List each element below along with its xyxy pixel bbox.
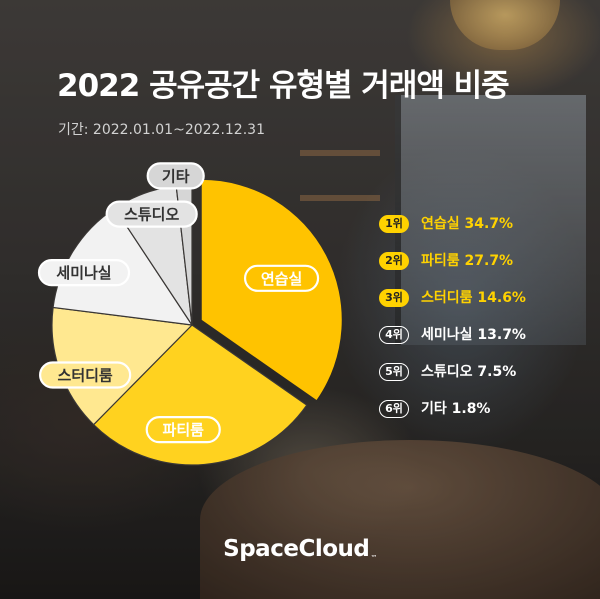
legend-rank-badge: 5위 xyxy=(379,363,409,381)
legend-text: 세미나실 13.7% xyxy=(421,327,526,343)
slice-label-pill xyxy=(37,259,131,287)
slice-label-5: 스튜디오 xyxy=(105,200,198,228)
slice-label-text: 스터디룸 xyxy=(58,367,113,385)
slice-label-text: 기타 xyxy=(162,167,190,185)
legend-rank-badge: 6위 xyxy=(379,400,409,418)
legend-text: 파티룸 27.7% xyxy=(421,253,514,269)
slice-label-pill xyxy=(39,361,132,389)
brand-trademark: ™ xyxy=(370,554,377,562)
legend-text: 스튜디오 7.5% xyxy=(421,364,517,380)
slice-label-pill xyxy=(105,200,198,228)
slice-label-pill xyxy=(243,264,320,292)
legend-rank-badge: 2위 xyxy=(379,252,409,270)
legend-text: 기타 1.8% xyxy=(421,401,491,417)
brand-logo: SpaceCloud™ xyxy=(0,536,600,562)
slice-label-text: 연습실 xyxy=(261,270,302,288)
shelf xyxy=(300,195,380,201)
table xyxy=(200,440,600,599)
chart-title: 2022 공유공간 유형별 거래액 비중 xyxy=(57,68,510,104)
slice-label-4: 세미나실 xyxy=(37,259,131,287)
legend-rank-badge: 1위 xyxy=(379,215,409,233)
slice-label-6: 기타 xyxy=(146,162,205,190)
legend-text: 연습실 34.7% xyxy=(421,216,514,232)
slice-label-1: 연습실 xyxy=(243,264,320,292)
slice-label-pill xyxy=(146,162,205,190)
slice-label-text: 세미나실 xyxy=(56,264,111,282)
slice-label-2: 파티룸 xyxy=(145,416,221,444)
brand-name: SpaceCloud xyxy=(223,536,370,562)
legend-text: 스터디룸 14.6% xyxy=(421,290,526,306)
slice-label-text: 파티룸 xyxy=(163,421,205,439)
legend-rank-badge: 3위 xyxy=(379,289,409,307)
legend-rank-badge: 4위 xyxy=(379,326,409,344)
window xyxy=(395,95,586,345)
slice-label-pill xyxy=(145,416,221,444)
slice-label-3: 스터디룸 xyxy=(39,361,132,389)
chart-period: 기간: 2022.01.01~2022.12.31 xyxy=(58,122,265,138)
shelf xyxy=(300,150,380,156)
slice-label-text: 스튜디오 xyxy=(124,206,179,224)
